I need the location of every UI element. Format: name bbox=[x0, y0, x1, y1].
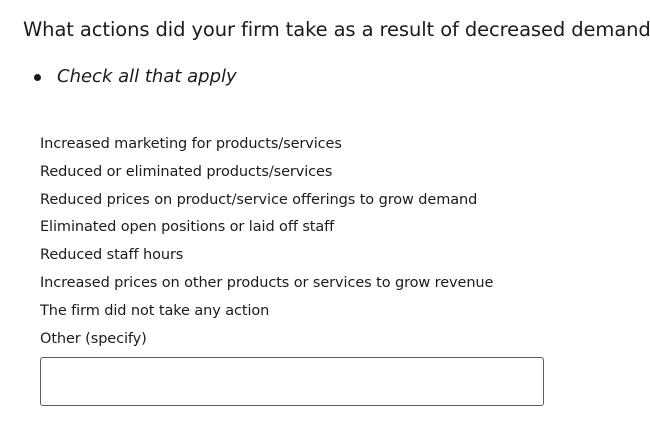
option-reduced-staff-hours[interactable]: Reduced staff hours bbox=[40, 247, 184, 264]
bullet-icon bbox=[34, 73, 41, 81]
instruction-text: Check all that apply bbox=[57, 66, 237, 87]
instruction-item: Check all that apply bbox=[34, 64, 237, 90]
answer-options-list: Increased marketing for products/service… bbox=[40, 131, 493, 353]
instructions-list: Check all that apply bbox=[34, 64, 237, 90]
option-increased-prices[interactable]: Increased prices on other products or se… bbox=[40, 274, 494, 291]
option-no-action[interactable]: The firm did not take any action bbox=[40, 302, 270, 319]
question-text: What actions did your firm take as a res… bbox=[23, 18, 650, 41]
option-reduced-products[interactable]: Reduced or eliminated products/services bbox=[40, 163, 333, 180]
option-eliminated-positions[interactable]: Eliminated open positions or laid off st… bbox=[40, 219, 335, 236]
option-other-specify[interactable]: Other (specify) bbox=[40, 330, 147, 347]
other-specify-input[interactable] bbox=[40, 357, 544, 406]
option-increased-marketing[interactable]: Increased marketing for products/service… bbox=[40, 136, 342, 152]
option-reduced-prices[interactable]: Reduced prices on product/service offeri… bbox=[40, 191, 478, 208]
